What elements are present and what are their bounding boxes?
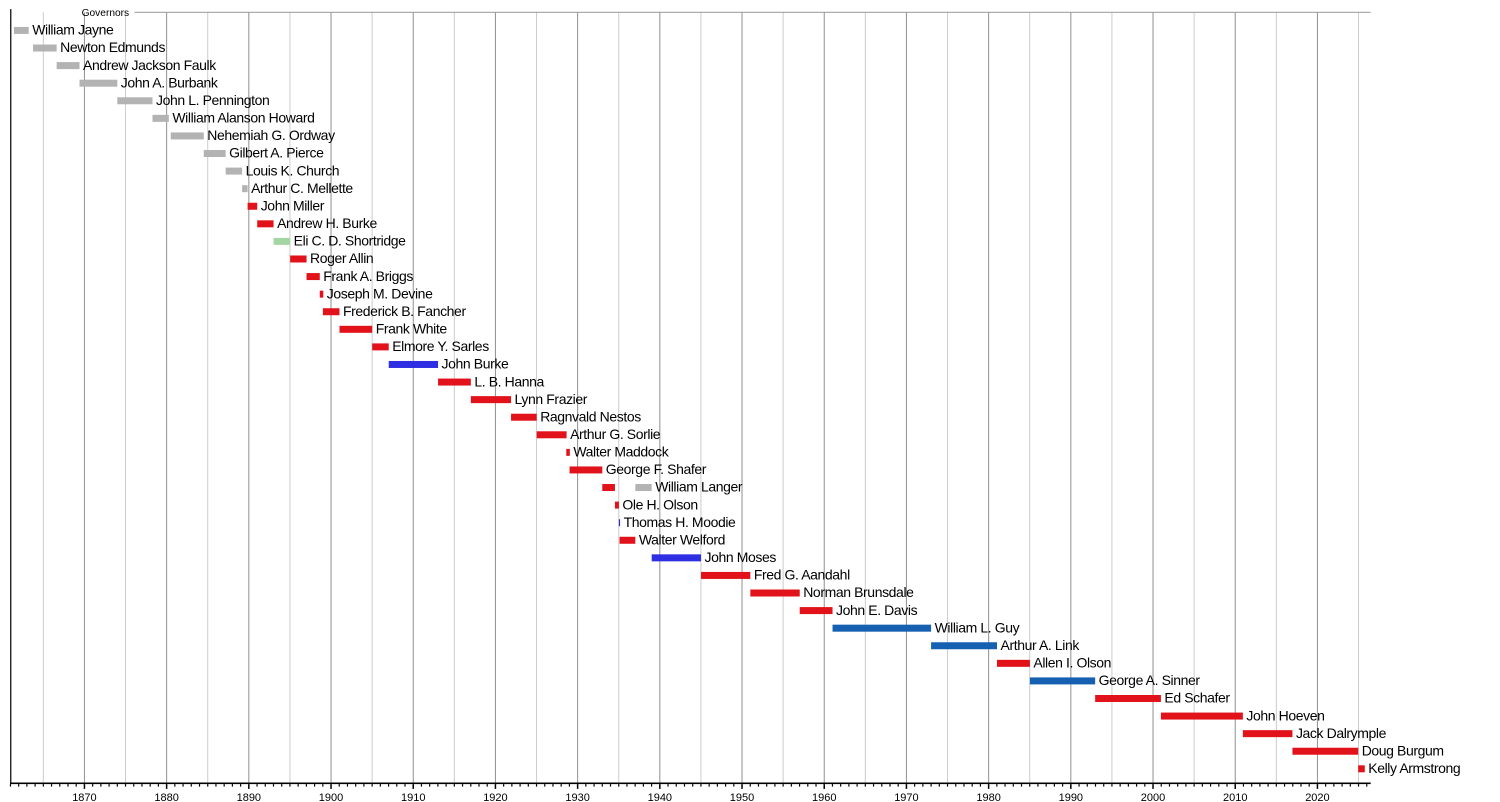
svg-text:1910: 1910 [401,792,425,802]
svg-text:Newton Edmunds: Newton Edmunds [60,39,165,55]
svg-text:Frederick B. Fancher: Frederick B. Fancher [343,303,466,319]
svg-text:Andrew H. Burke: Andrew H. Burke [277,215,377,231]
svg-text:1990: 1990 [1059,792,1083,802]
svg-text:George A. Sinner: George A. Sinner [1099,672,1201,688]
svg-text:Norman Brunsdale: Norman Brunsdale [803,584,914,600]
svg-text:Allen I. Olson: Allen I. Olson [1033,655,1111,671]
svg-text:Arthur G. Sorlie: Arthur G. Sorlie [570,426,661,442]
svg-text:John Burke: John Burke [442,356,509,372]
svg-text:1950: 1950 [730,792,754,802]
svg-text:1930: 1930 [565,792,589,802]
svg-text:Walter Maddock: Walter Maddock [573,444,669,460]
svg-text:Andrew Jackson Faulk: Andrew Jackson Faulk [83,57,217,73]
svg-text:Frank White: Frank White [376,321,448,337]
svg-text:Jack Dalrymple: Jack Dalrymple [1296,725,1387,741]
svg-text:William Jayne: William Jayne [32,22,114,38]
svg-text:L. B. Hanna: L. B. Hanna [474,373,544,389]
svg-text:Ole H. Olson: Ole H. Olson [622,496,697,512]
svg-text:Lynn Frazier: Lynn Frazier [515,391,588,407]
svg-text:John L. Pennington: John L. Pennington [156,92,269,108]
svg-text:John E. Davis: John E. Davis [836,602,918,618]
svg-text:George F. Shafer: George F. Shafer [606,461,707,477]
svg-text:Fred G. Aandahl: Fred G. Aandahl [754,567,850,583]
svg-text:1890: 1890 [237,792,261,802]
svg-text:Louis K. Church: Louis K. Church [246,162,340,178]
svg-text:Elmore Y. Sarles: Elmore Y. Sarles [392,338,489,354]
svg-text:2020: 2020 [1305,792,1329,802]
svg-text:John A. Burbank: John A. Burbank [121,74,219,90]
svg-text:Frank A. Briggs: Frank A. Briggs [323,268,413,284]
svg-text:Ragnvald Nestos: Ragnvald Nestos [540,408,641,424]
svg-text:2000: 2000 [1141,792,1165,802]
svg-text:Arthur A. Link: Arthur A. Link [1001,637,1081,653]
svg-text:Doug Burgum: Doug Burgum [1362,742,1444,758]
svg-text:William Langer: William Langer [655,479,743,495]
svg-text:Roger Allin: Roger Allin [310,250,373,266]
svg-text:John Moses: John Moses [705,549,777,565]
svg-text:John Miller: John Miller [261,197,325,213]
svg-text:Kelly Armstrong: Kelly Armstrong [1368,760,1460,776]
svg-text:Gilbert A. Pierce: Gilbert A. Pierce [229,145,324,161]
svg-text:Ed Schafer: Ed Schafer [1164,690,1230,706]
svg-text:Eli C. D. Shortridge: Eli C. D. Shortridge [294,233,406,249]
svg-text:1940: 1940 [648,792,672,802]
svg-text:Governors: Governors [82,8,130,19]
svg-text:1960: 1960 [812,792,836,802]
svg-text:William L. Guy: William L. Guy [935,619,1020,635]
svg-text:1980: 1980 [976,792,1000,802]
svg-text:1880: 1880 [154,792,178,802]
svg-text:1970: 1970 [894,792,918,802]
svg-text:Arthur C. Mellette: Arthur C. Mellette [251,180,353,196]
svg-text:2010: 2010 [1223,792,1247,802]
svg-text:1870: 1870 [72,792,96,802]
svg-text:Walter Welford: Walter Welford [639,531,725,547]
svg-text:William Alanson Howard: William Alanson Howard [172,110,314,126]
svg-text:Thomas H. Moodie: Thomas H. Moodie [624,514,736,530]
svg-text:John Hoeven: John Hoeven [1246,707,1324,723]
svg-text:1900: 1900 [319,792,343,802]
svg-text:Joseph M. Devine: Joseph M. Devine [327,285,433,301]
svg-text:Nehemiah G. Ordway: Nehemiah G. Ordway [207,127,335,143]
svg-text:1920: 1920 [483,792,507,802]
